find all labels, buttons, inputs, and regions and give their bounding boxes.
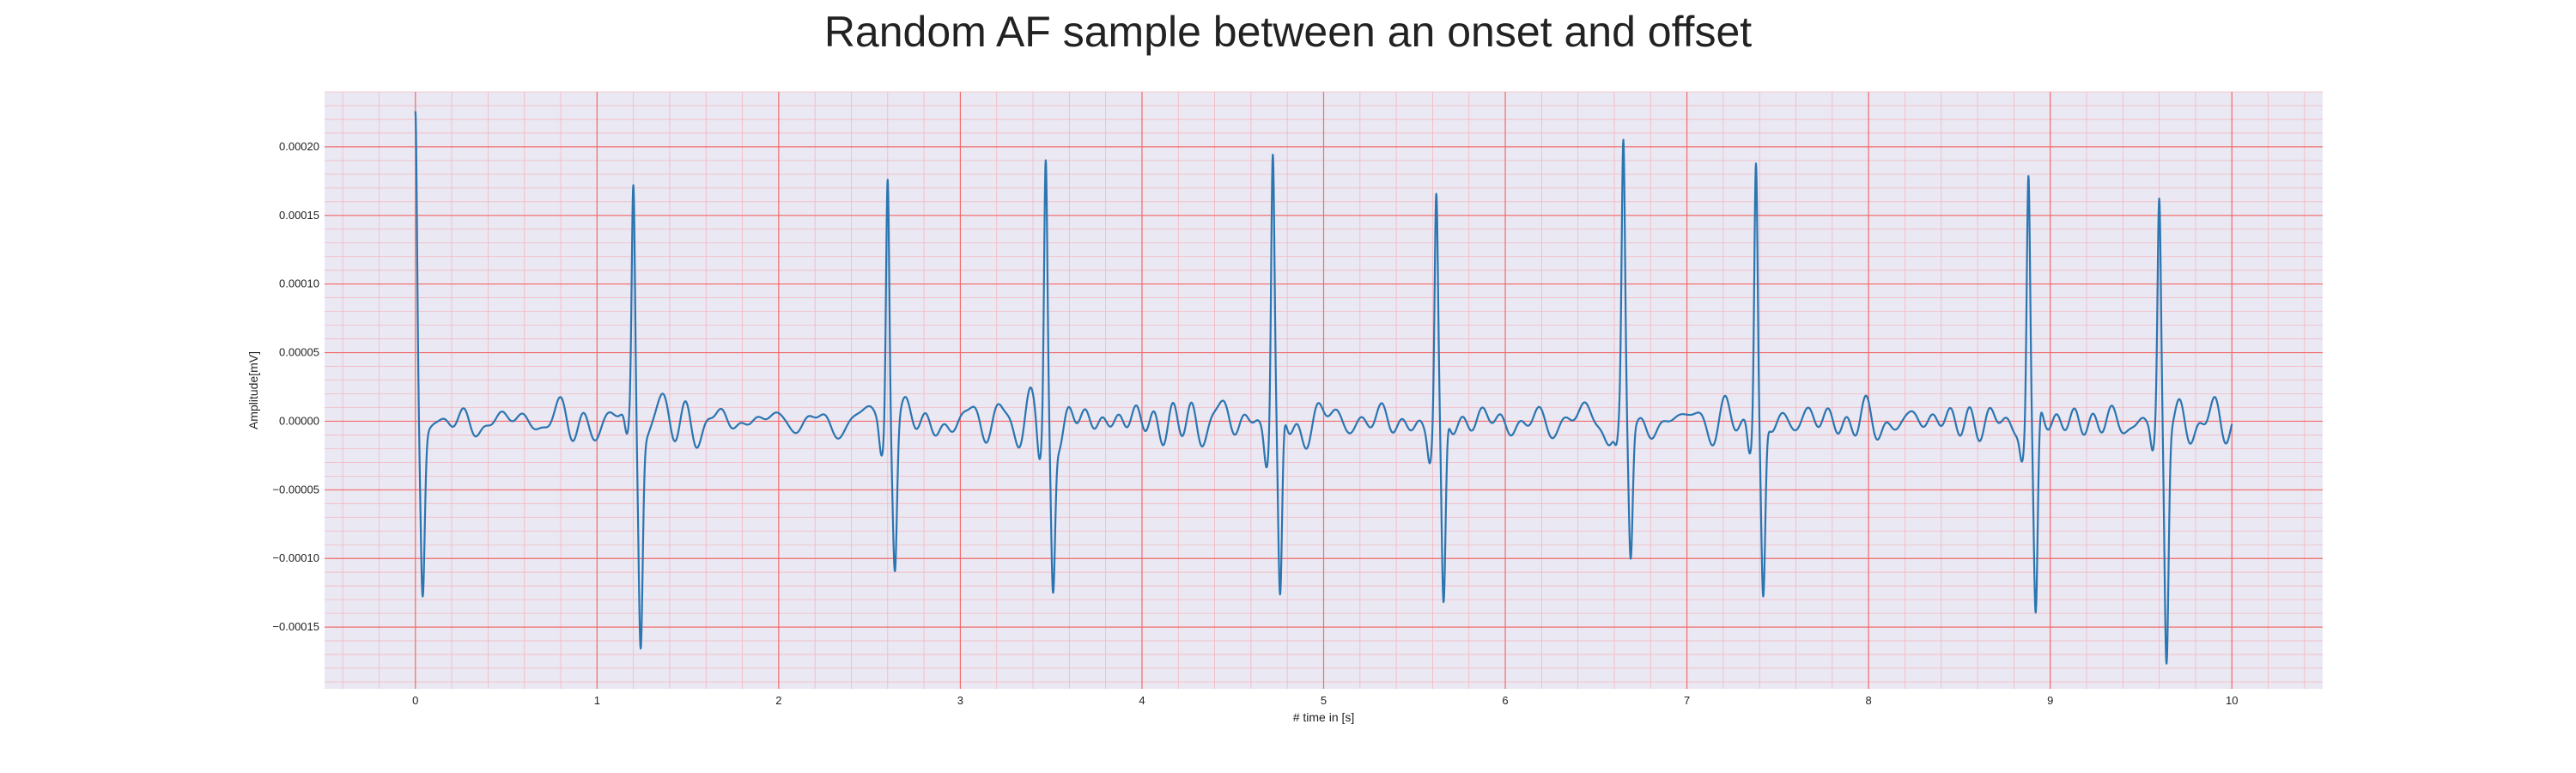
x-tick-label: 8 — [1866, 694, 1872, 707]
x-tick-label: 4 — [1139, 694, 1145, 707]
x-tick-label: 3 — [957, 694, 963, 707]
x-tick-label: 1 — [594, 694, 600, 707]
x-tick-label: 5 — [1321, 694, 1327, 707]
y-tick-label: −0.00015 — [272, 620, 319, 633]
y-tick-label: −0.00005 — [272, 483, 319, 496]
x-tick-labels: 0 1 2 3 4 5 6 7 8 9 10 — [412, 694, 2238, 707]
x-axis-label: # time in [s] — [1293, 710, 1355, 724]
series-layer — [414, 111, 2233, 665]
y-tick-label: 0.00015 — [279, 209, 319, 222]
y-tick-label: 0.00005 — [279, 346, 319, 359]
chart-title: Random AF sample between an onset and of… — [823, 8, 1753, 56]
y-tick-labels: 0.00020 0.00015 0.00010 0.00005 0.00000 −0.00… — [272, 140, 319, 633]
x-tick-label: 2 — [775, 694, 781, 707]
x-tick-label: 7 — [1684, 694, 1690, 707]
x-tick-label: 6 — [1502, 694, 1508, 707]
y-axis-label: Amplitude[mV] — [246, 351, 260, 429]
y-tick-label: 0.00000 — [279, 414, 319, 427]
major-grid — [325, 92, 2323, 689]
y-tick-label: −0.00010 — [272, 551, 319, 564]
ecg-series-line — [414, 111, 2233, 665]
y-tick-label: 0.00010 — [279, 277, 319, 290]
x-tick-label: 9 — [2047, 694, 2053, 707]
y-tick-label: 0.00020 — [279, 140, 319, 153]
x-tick-label: 0 — [412, 694, 418, 707]
x-tick-label: 10 — [2226, 694, 2238, 707]
